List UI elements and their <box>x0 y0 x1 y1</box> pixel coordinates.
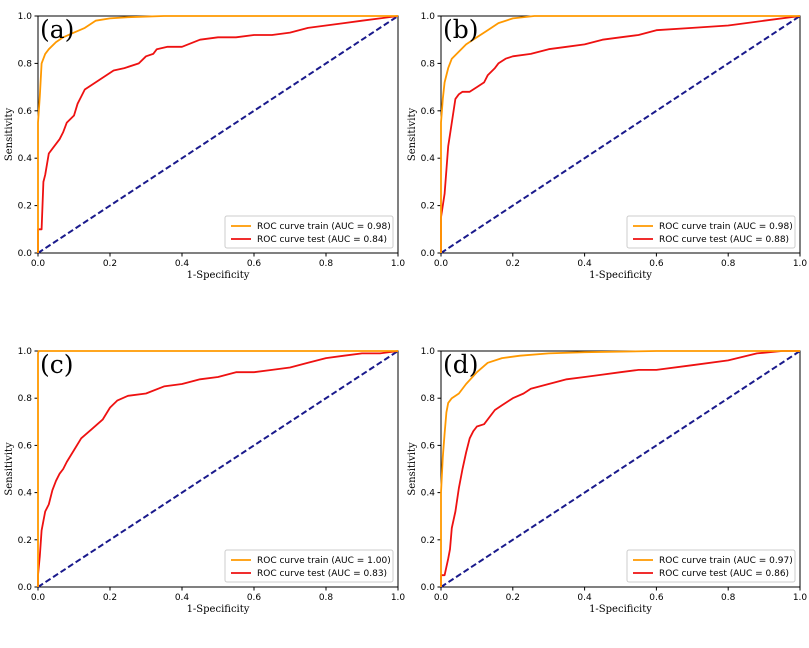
x-tick-label: 1.0 <box>391 259 406 269</box>
legend-label-test: ROC curve test (AUC = 0.88) <box>659 235 789 245</box>
y-tick-label: 0.4 <box>18 489 33 499</box>
x-tick-label: 0.4 <box>175 593 190 603</box>
roc-curve-test <box>440 350 800 587</box>
y-tick-label: 0.8 <box>421 394 436 404</box>
legend-box <box>224 215 394 249</box>
x-tick-label: 0.8 <box>319 593 334 603</box>
legend-label-train: ROC curve train (AUC = 1.00) <box>257 556 391 566</box>
roc-curve-test <box>37 15 399 253</box>
legend: ROC curve train (AUC = 0.98) ROC curve te… <box>626 215 796 249</box>
x-tick-label: 0.6 <box>247 593 262 603</box>
legend-box <box>626 549 796 583</box>
roc-curve-test <box>440 15 801 253</box>
legend: ROC curve train (AUC = 0.98) ROC curve te… <box>224 215 394 249</box>
y-tick-label: 0.8 <box>18 59 33 69</box>
legend-label-test: ROC curve test (AUC = 0.83) <box>257 569 387 579</box>
y-tick-label: 0.8 <box>18 394 33 404</box>
y-tick-label: 0.2 <box>18 536 32 546</box>
panel-label: (c) <box>40 350 74 379</box>
panel-label: (d) <box>443 350 479 379</box>
y-tick-label: 0.6 <box>421 107 436 117</box>
y-tick-label: 0.4 <box>421 489 436 499</box>
y-tick-label: 1.0 <box>421 12 436 22</box>
legend-box <box>224 549 394 583</box>
legend-label-train: ROC curve train (AUC = 0.98) <box>659 222 793 232</box>
x-tick-label: 0.4 <box>175 259 190 269</box>
roc-curve-test <box>37 350 399 587</box>
x-tick-label: 0.8 <box>721 259 736 269</box>
y-tick-label: 1.0 <box>421 347 436 357</box>
x-tick-label: 0.0 <box>31 593 46 603</box>
x-tick-label: 0.2 <box>103 593 117 603</box>
panel-label: (a) <box>40 15 74 44</box>
y-tick-label: 0.2 <box>18 202 32 212</box>
legend: ROC curve train (AUC = 1.00) ROC curve te… <box>224 549 394 583</box>
x-tick-label: 0.6 <box>247 259 262 269</box>
x-tick-label: 0.6 <box>649 593 664 603</box>
roc-curve-train <box>37 350 398 587</box>
y-tick-label: 0.4 <box>421 154 436 164</box>
x-tick-label: 0.2 <box>103 259 117 269</box>
x-tick-label: 0.4 <box>577 259 592 269</box>
roc-panel-3: 0.0 0.2 0.4 0.6 0.8 1.0 0.0 0.2 0.4 0.6 0.8 1.0 1-Sp… <box>407 347 807 615</box>
plot-frame <box>440 350 801 588</box>
y-axis-label: Sensitivity <box>4 442 15 496</box>
x-tick-label: 0.8 <box>721 593 736 603</box>
x-tick-label: 0.6 <box>649 259 664 269</box>
y-axis-label: Sensitivity <box>407 108 418 162</box>
x-axis-label: 1-Specificity <box>187 604 250 615</box>
x-tick-label: 0.0 <box>31 259 46 269</box>
x-axis-label: 1-Specificity <box>187 270 250 281</box>
x-axis-label: 1-Specificity <box>589 270 652 281</box>
x-axis-label: 1-Specificity <box>589 604 652 615</box>
y-tick-label: 0.0 <box>421 583 436 593</box>
panel-label: (b) <box>443 15 479 44</box>
roc-curve-train <box>440 15 800 253</box>
x-tick-label: 1.0 <box>391 593 406 603</box>
roc-panel-1: 0.0 0.2 0.4 0.6 0.8 1.0 0.0 0.2 0.4 0.6 0.8 1.0 1-Sp… <box>407 12 807 281</box>
y-tick-label: 0.8 <box>421 59 436 69</box>
y-axis-label: Sensitivity <box>4 108 15 162</box>
y-tick-label: 1.0 <box>18 347 33 357</box>
roc-panel-2: 0.0 0.2 0.4 0.6 0.8 1.0 0.0 0.2 0.4 0.6 0.8 1.0 1-Sp… <box>4 347 405 615</box>
x-tick-label: 1.0 <box>793 593 808 603</box>
y-tick-label: 0.2 <box>421 536 435 546</box>
x-tick-label: 0.8 <box>319 259 334 269</box>
roc-curve-train <box>440 350 800 587</box>
y-tick-label: 0.0 <box>421 249 436 259</box>
y-tick-label: 0.0 <box>18 249 33 259</box>
legend-label-train: ROC curve train (AUC = 0.97) <box>659 556 793 566</box>
legend-label-train: ROC curve train (AUC = 0.98) <box>257 222 391 232</box>
y-tick-label: 0.6 <box>421 441 436 451</box>
x-tick-label: 1.0 <box>793 259 808 269</box>
x-tick-label: 0.2 <box>506 593 520 603</box>
legend: ROC curve train (AUC = 0.97) ROC curve te… <box>626 549 796 583</box>
x-tick-label: 0.4 <box>577 593 592 603</box>
plot-frame <box>37 15 399 254</box>
legend-label-test: ROC curve test (AUC = 0.84) <box>257 235 387 245</box>
x-tick-label: 0.0 <box>434 259 449 269</box>
y-tick-label: 0.6 <box>18 107 33 117</box>
roc-panel-0: 0.0 0.2 0.4 0.6 0.8 1.0 0.0 0.2 0.4 0.6 0.8 1.0 1-Sp… <box>4 12 405 281</box>
y-tick-label: 0.4 <box>18 154 33 164</box>
legend-label-test: ROC curve test (AUC = 0.86) <box>659 569 789 579</box>
y-tick-label: 1.0 <box>18 12 33 22</box>
x-tick-label: 0.2 <box>506 259 520 269</box>
legend-box <box>626 215 796 249</box>
y-tick-label: 0.6 <box>18 441 33 451</box>
y-tick-label: 0.2 <box>421 202 435 212</box>
y-axis-label: Sensitivity <box>407 442 418 496</box>
x-tick-label: 0.0 <box>434 593 449 603</box>
y-tick-label: 0.0 <box>18 583 33 593</box>
roc-curve-train <box>37 15 398 253</box>
plot-frame <box>440 15 801 254</box>
